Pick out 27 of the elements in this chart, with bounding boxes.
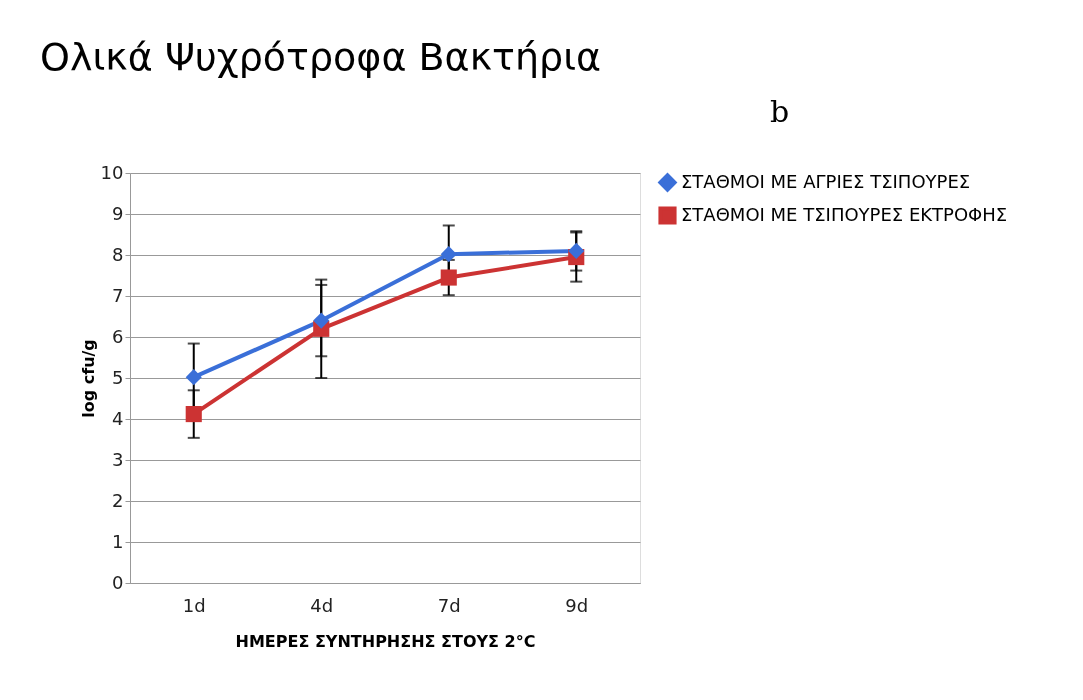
point xyxy=(185,369,202,386)
x-tick-label: 9d xyxy=(565,594,589,616)
point xyxy=(568,242,585,259)
y-tick-label: 6 xyxy=(112,325,124,347)
chart-title: Ολικά Ψυχρότροφα Βακτήρια xyxy=(40,35,602,79)
point xyxy=(313,312,330,329)
x-tick-label: 7d xyxy=(437,594,461,616)
legend-label: ΣΤΑΘΜΟΙ ΜΕ ΤΣΙΠΟΥΡΕΣ ΕΚΤΡΟΦΗΣ xyxy=(681,203,1008,225)
point xyxy=(440,246,457,263)
x-axis-title: ΗΜΕΡΕΣ ΣΥΝΤΗΡΗΣΗΣ ΣΤΟΥΣ 2°C xyxy=(235,631,536,651)
x-tick-label: 1d xyxy=(182,594,206,616)
y-tick-label: 4 xyxy=(112,407,124,429)
point xyxy=(440,269,457,286)
text: b xyxy=(770,94,790,129)
y-tick-label: 5 xyxy=(112,366,124,388)
y-tick-label: 3 xyxy=(112,448,124,470)
y-tick-label: 9 xyxy=(112,202,124,224)
point xyxy=(185,406,202,423)
x-tick-label: 4d xyxy=(310,594,334,616)
y-axis-title: log cfu/g xyxy=(78,339,98,418)
y-tick-label: 10 xyxy=(100,161,124,183)
legend-label: ΣΤΑΘΜΟΙ ΜΕ ΑΓΡΙΕΣ ΤΣΙΠΟΥΡΕΣ xyxy=(681,170,971,192)
y-tick-label: 2 xyxy=(112,489,124,511)
y-tick-label: 0 xyxy=(112,571,124,593)
y-tick-label: 8 xyxy=(112,243,124,265)
y-tick-label: 7 xyxy=(112,284,124,306)
y-tick-label: 1 xyxy=(112,530,124,552)
